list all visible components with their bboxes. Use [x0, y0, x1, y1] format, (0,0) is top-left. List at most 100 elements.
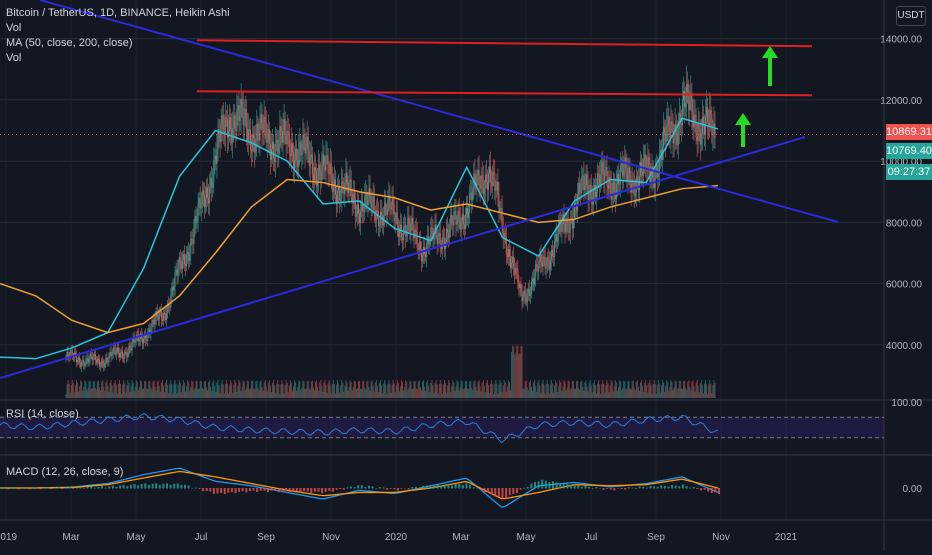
- candle-body: [448, 232, 450, 239]
- volume-bar: [328, 380, 330, 398]
- macd-histogram-bar: [324, 488, 327, 492]
- volume-bar: [204, 380, 206, 398]
- candle-body: [230, 117, 232, 129]
- volume-bar: [562, 386, 564, 398]
- macd-histogram-bar: [570, 485, 573, 489]
- candle-body: [342, 181, 344, 184]
- volume-bar: [538, 380, 540, 398]
- candle-body: [534, 276, 536, 285]
- volume-bar: [203, 381, 205, 398]
- volume-bar: [474, 380, 476, 398]
- candle-body: [520, 284, 522, 293]
- candle-body: [80, 362, 82, 367]
- volume-bar: [171, 384, 173, 398]
- volume-bar: [99, 387, 101, 398]
- macd-histogram-bar: [404, 487, 407, 489]
- macd-histogram-bar: [227, 488, 230, 493]
- ma-label[interactable]: MA (50, close, 200, close): [6, 37, 133, 49]
- candle-body: [167, 303, 169, 314]
- volume-bar: [496, 383, 498, 398]
- candle-body: [113, 347, 115, 350]
- macd-histogram-bar: [382, 487, 385, 489]
- volume-bar: [242, 380, 244, 398]
- candle-body: [492, 171, 494, 186]
- candle-body: [408, 217, 410, 224]
- macd-histogram-bar: [57, 486, 60, 489]
- volume-bar: [462, 389, 464, 398]
- candle-body: [326, 155, 328, 157]
- volume-bar: [305, 388, 307, 398]
- candle-body: [515, 268, 517, 275]
- x-tick-label: Nov: [712, 532, 730, 543]
- volume-bar: [345, 380, 347, 398]
- candle-body: [316, 170, 318, 187]
- volume-bar: [434, 383, 436, 398]
- volume-bar: [667, 382, 669, 398]
- volume-bar: [363, 380, 365, 398]
- candle-body: [560, 222, 562, 232]
- macd-histogram-bar: [451, 485, 454, 489]
- candle-body: [550, 249, 552, 261]
- rsi-label[interactable]: RSI (14, close): [6, 408, 79, 420]
- candle-body: [497, 181, 499, 195]
- candle-body: [368, 188, 370, 201]
- volume-bar: [695, 382, 697, 398]
- candle-body: [438, 232, 440, 236]
- scale-currency-badge[interactable]: USDT: [896, 6, 926, 26]
- candle-body: [341, 181, 343, 199]
- volume-bar: [433, 392, 435, 398]
- volume-bar: [711, 393, 713, 398]
- candle-body: [412, 217, 414, 231]
- volume-label-2[interactable]: Vol: [6, 52, 22, 64]
- volume-bar: [404, 386, 406, 398]
- volume-bar: [248, 389, 250, 398]
- macd-histogram-bar: [616, 488, 619, 489]
- candle-body: [120, 352, 122, 358]
- volume-bar: [465, 381, 467, 398]
- candle-body: [647, 157, 649, 171]
- volume-bar: [317, 386, 319, 398]
- volume-bar: [137, 390, 139, 398]
- candle-body: [394, 219, 396, 222]
- y-tick-label: 12000.00: [880, 96, 922, 107]
- volume-bar: [123, 380, 125, 398]
- macd-histogram-bar: [349, 486, 352, 489]
- volume-bar: [267, 382, 269, 398]
- candle-body: [673, 139, 675, 144]
- candle-body: [406, 230, 408, 237]
- volume-bar: [276, 383, 278, 398]
- volume-bar: [653, 380, 655, 398]
- candle-body: [501, 208, 503, 227]
- candle-body: [165, 313, 167, 320]
- volume-bar: [655, 393, 657, 398]
- candle-body: [465, 208, 467, 214]
- volume-label[interactable]: Vol: [6, 22, 22, 34]
- macd-histogram-bar: [14, 487, 17, 489]
- x-tick-label: Mar: [452, 532, 470, 543]
- candle-body: [238, 105, 240, 121]
- candle-body: [344, 185, 346, 195]
- volume-bar: [250, 388, 252, 398]
- volume-bar: [81, 382, 83, 398]
- candle-body: [685, 103, 687, 108]
- volume-bar: [600, 393, 602, 398]
- candle-body: [665, 133, 667, 142]
- candle-body: [507, 248, 509, 257]
- macd-histogram-bar: [479, 488, 482, 490]
- candle-body: [280, 126, 282, 132]
- volume-bar: [139, 380, 141, 398]
- macd-label[interactable]: MACD (12, 26, close, 9): [6, 466, 124, 478]
- volume-bar: [224, 383, 226, 398]
- symbol-title[interactable]: Bitcoin / TetherUS, 1D, BINANCE, Heikin …: [6, 7, 230, 19]
- candle-body: [369, 188, 371, 196]
- volume-bar: [500, 383, 502, 398]
- candle-body: [670, 121, 672, 138]
- volume-bar: [469, 381, 471, 398]
- candle-body: [666, 125, 668, 142]
- volume-bar: [73, 392, 75, 398]
- volume-bar: [528, 381, 530, 398]
- candle-body: [701, 116, 703, 135]
- macd-histogram-bar: [552, 481, 555, 489]
- volume-bar: [414, 380, 416, 398]
